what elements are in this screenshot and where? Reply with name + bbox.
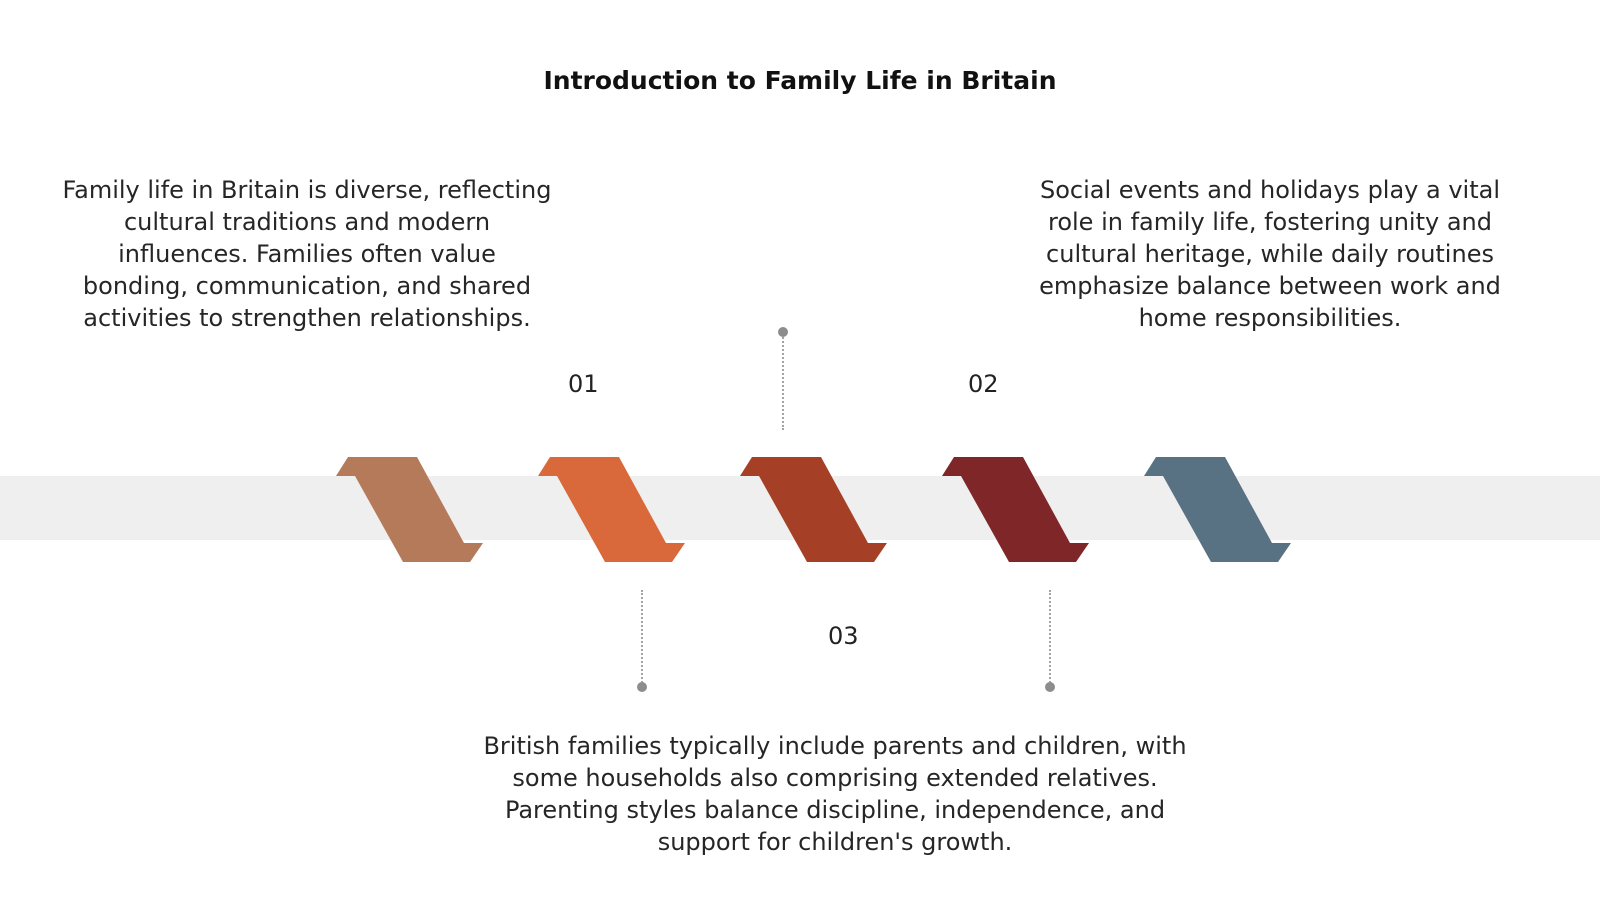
chevron-3	[740, 457, 887, 562]
step-1-number: 01	[568, 370, 599, 398]
step-2-number: 02	[968, 370, 999, 398]
connector-bottom-left	[641, 590, 645, 686]
step-3-description: British families typically include paren…	[483, 732, 1187, 856]
connector-bottom-right-dot	[1045, 682, 1055, 692]
page-title: Introduction to Family Life in Britain	[543, 66, 1057, 95]
chevron-4	[942, 457, 1089, 562]
connector-bottom-left-dot	[637, 682, 647, 692]
connector-bottom-right	[1049, 590, 1053, 686]
step-1-description: Family life in Britain is diverse, refle…	[62, 176, 552, 332]
step-3-number: 03	[828, 622, 859, 650]
step-2-description: Social events and holidays play a vital …	[1039, 176, 1501, 332]
chevron-1	[336, 457, 483, 562]
chevron-2	[538, 457, 685, 562]
chevron-5	[1144, 457, 1291, 562]
connector-top-dot	[778, 327, 788, 337]
connector-top	[782, 334, 786, 430]
